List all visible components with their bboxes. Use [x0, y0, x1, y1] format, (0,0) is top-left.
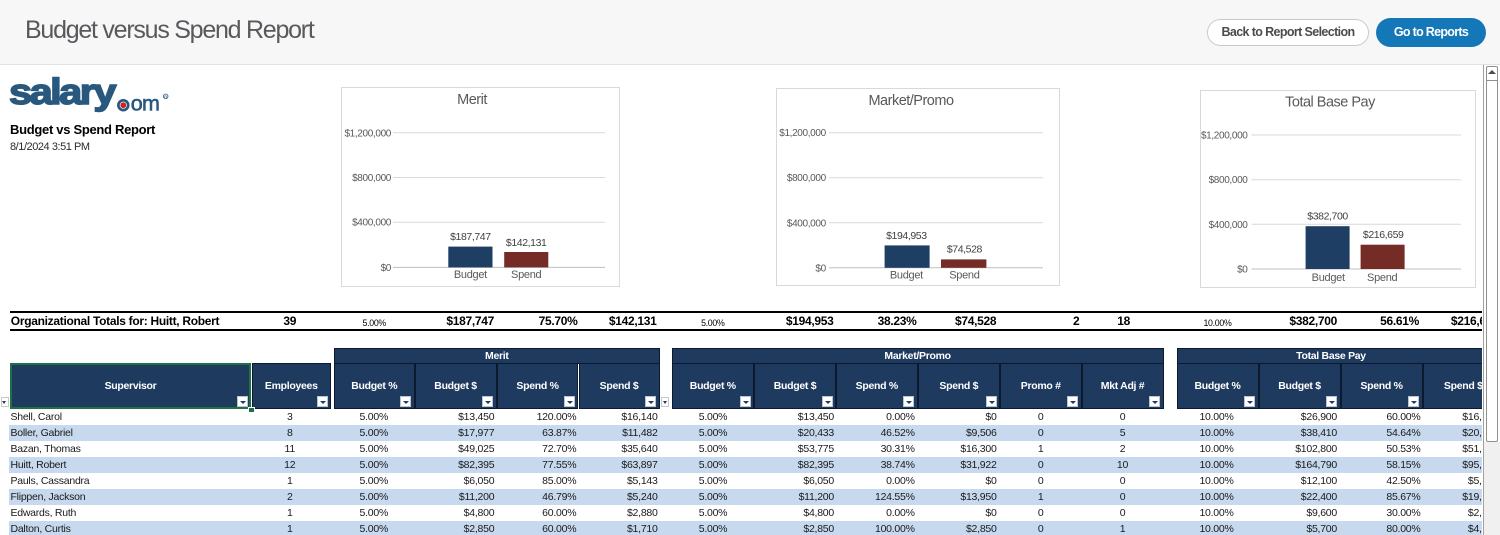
svg-text:Total Base Pay: Total Base Pay — [1285, 94, 1376, 110]
svg-text:Merit: Merit — [457, 92, 487, 108]
svg-text:Spend: Spend — [949, 270, 979, 282]
svg-text:$194,953: $194,953 — [886, 230, 927, 242]
svg-text:om: om — [131, 92, 159, 116]
svg-text:R: R — [164, 94, 168, 99]
svg-text:$1,200,000: $1,200,000 — [779, 128, 826, 139]
svg-text:$400,000: $400,000 — [1209, 220, 1249, 231]
svg-text:Budget: Budget — [1312, 272, 1345, 284]
svg-text:Budget: Budget — [454, 269, 487, 281]
svg-text:$1,200,000: $1,200,000 — [344, 128, 391, 139]
svg-text:$800,000: $800,000 — [352, 173, 392, 184]
svg-text:$382,700: $382,700 — [1307, 211, 1348, 223]
svg-text:$0: $0 — [1237, 265, 1248, 276]
svg-text:Budget: Budget — [890, 270, 923, 282]
svg-text:$800,000: $800,000 — [1209, 175, 1249, 186]
svg-text:$0: $0 — [815, 263, 826, 274]
svg-text:$400,000: $400,000 — [787, 218, 827, 229]
svg-text:$216,659: $216,659 — [1363, 229, 1404, 241]
svg-text:Market/Promo: Market/Promo — [868, 93, 953, 109]
svg-text:$187,747: $187,747 — [450, 231, 491, 243]
svg-text:$74,528: $74,528 — [947, 243, 983, 255]
svg-text:$800,000: $800,000 — [787, 173, 827, 184]
svg-text:$1,200,000: $1,200,000 — [1201, 131, 1248, 142]
svg-text:$0: $0 — [381, 263, 392, 274]
svg-text:Spend: Spend — [511, 269, 541, 281]
svg-text:$400,000: $400,000 — [352, 218, 392, 229]
svg-text:salary: salary — [9, 73, 117, 112]
svg-text:Spend: Spend — [1367, 272, 1397, 284]
svg-text:$142,131: $142,131 — [506, 237, 547, 249]
